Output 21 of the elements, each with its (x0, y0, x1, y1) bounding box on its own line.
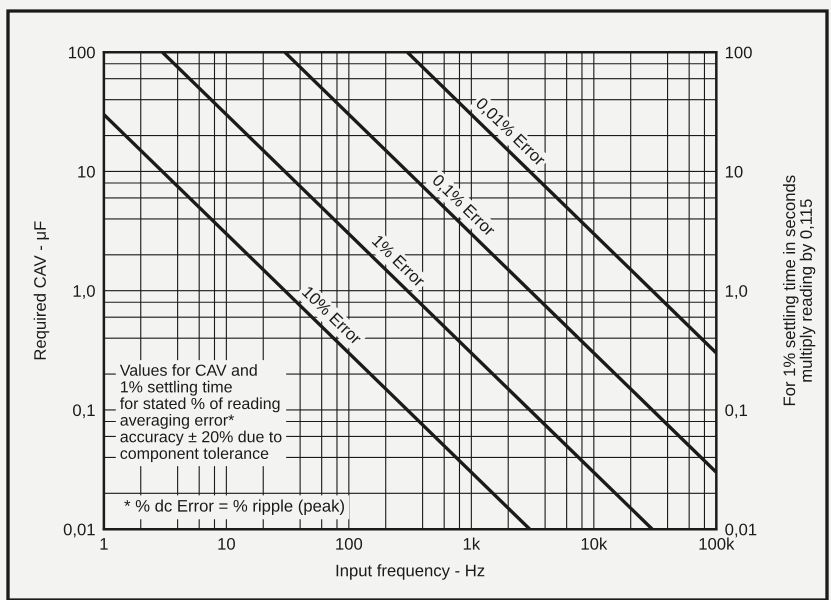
x-tick-label: 1 (100, 538, 108, 550)
y-tick-label: 0,1 (73, 404, 95, 418)
text: 10 (726, 166, 743, 178)
annotation: Values for CAV and 1% settling time for stated % of reading averaging error* accuracy ± 20% due to component tolerance (120, 364, 282, 462)
y-tick-label: 0,01 (64, 524, 95, 538)
x-tick-label: 10 (218, 538, 235, 550)
y-axis-title: Required CAV - μF (34, 221, 50, 360)
y-tick-label: 1,0 (74, 285, 95, 299)
text: 1,0 (726, 285, 748, 299)
y-tick-label: 10 (78, 166, 95, 178)
annotation: * % dc Error = % ripple (peak) (124, 499, 344, 516)
text: 0,01 (725, 524, 756, 538)
x-axis-title: Input frequency - Hz (336, 564, 484, 580)
x-tick-label: 10k (582, 538, 608, 550)
y2-axis-title: For 1% settling time in seconds multiply reading by 0,115 (782, 176, 816, 406)
text: 100 (726, 46, 752, 58)
x-tick-label: 100 (336, 538, 362, 550)
y-tick-label: 100 (69, 46, 95, 58)
text: 0,1 (725, 404, 748, 418)
x-tick-label: 1k (464, 538, 480, 550)
x-tick-label: 100k (700, 538, 734, 550)
